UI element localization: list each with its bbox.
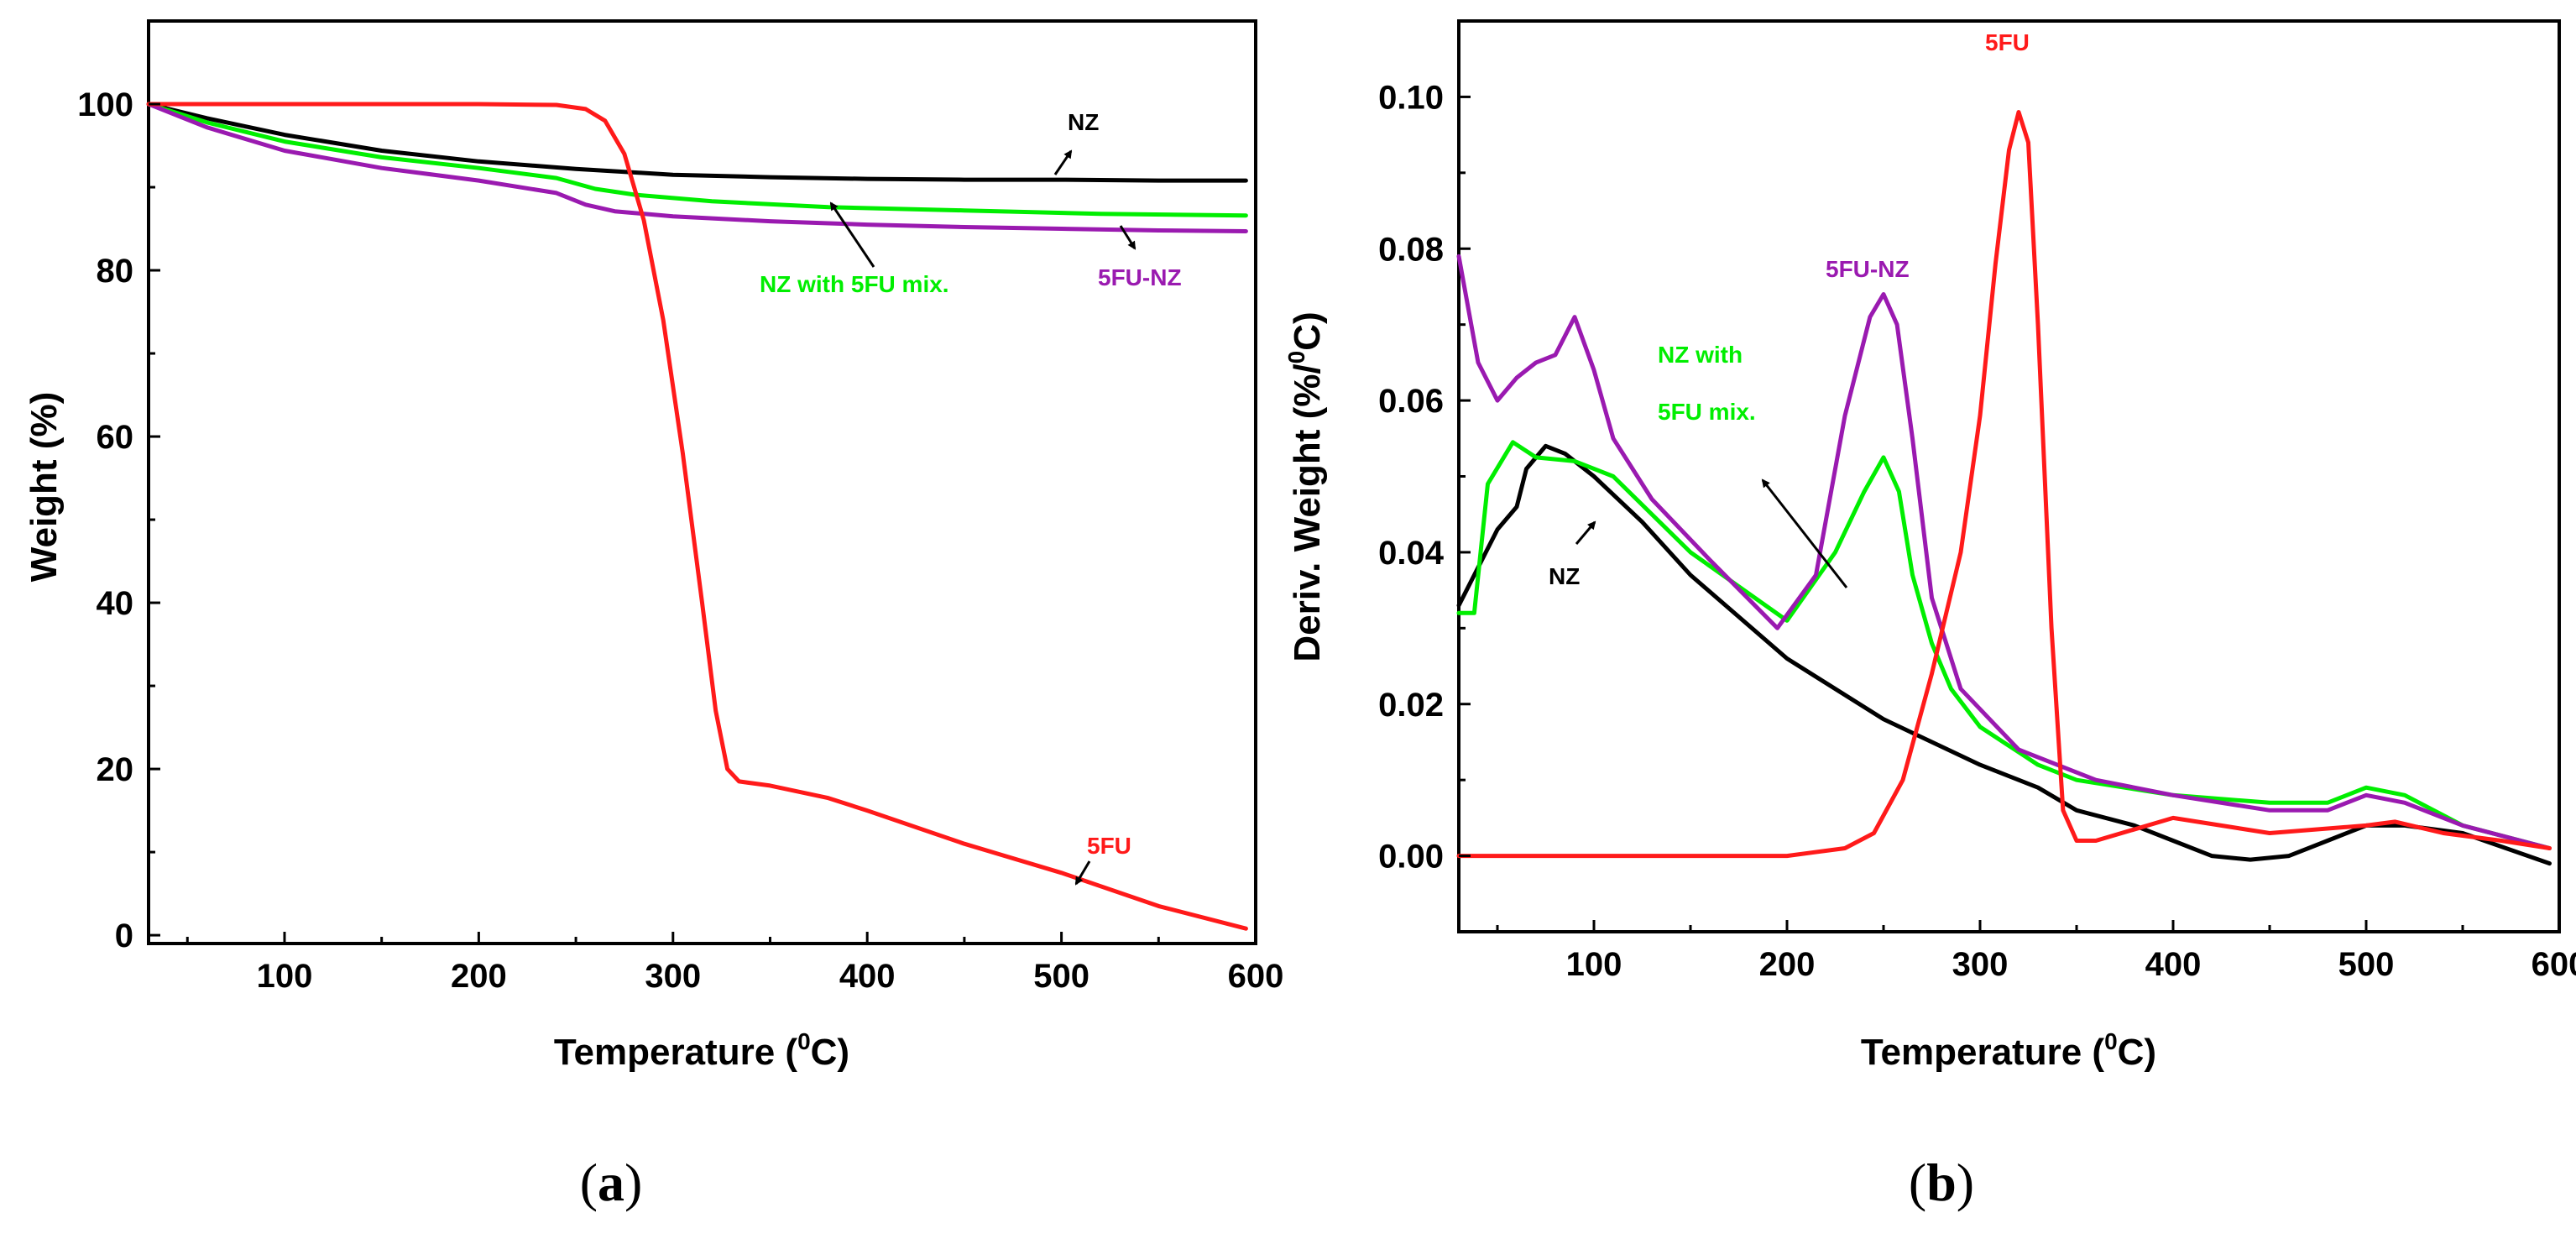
chart-a-plot-frame bbox=[147, 19, 1257, 945]
chart-a-series-5fu bbox=[146, 102, 1248, 931]
chart-a-series-5fu-nz bbox=[146, 102, 1248, 233]
chart-a-xtick-label: 600 bbox=[1228, 958, 1284, 995]
chart-b-ylabel: Deriv. Weight (%/0C) bbox=[1283, 311, 1328, 661]
chart-a-ytick-label: 100 bbox=[77, 86, 133, 123]
chart-b-xtick-label: 300 bbox=[1952, 946, 2009, 983]
chart-b-series bbox=[1456, 110, 2552, 866]
annot-b-5funz: 5FU-NZ bbox=[1826, 256, 1910, 282]
chart-a-series bbox=[146, 102, 1248, 931]
annot-b-mix-2: 5FU mix. bbox=[1658, 399, 1756, 425]
annot-a-nz-arrow bbox=[1053, 149, 1073, 175]
chart-a-xtick-label: 300 bbox=[645, 958, 701, 995]
chart-a: 100 200 300 400 500 600 0 20 40 60 80 100 Weight (%… bbox=[24, 19, 1284, 1073]
chart-b-ytick-label: 0.08 bbox=[1378, 231, 1444, 268]
chart-b-ytick-label: 0.02 bbox=[1378, 687, 1444, 724]
annot-b-mix-arrow bbox=[1761, 478, 1848, 588]
chart-b-series-nz-with-5fu-mix- bbox=[1456, 440, 2552, 850]
annot-a-mix: NZ with 5FU mix. bbox=[760, 271, 949, 297]
annot-a-5fu: 5FU bbox=[1087, 833, 1131, 859]
chart-a-xtick-label: 400 bbox=[839, 958, 896, 995]
chart-a-series-nz bbox=[146, 102, 1248, 183]
chart-a-ticks: 100 200 300 400 500 600 0 20 40 60 80 100 bbox=[77, 19, 1284, 995]
chart-a-xtick-label: 200 bbox=[451, 958, 507, 995]
chart-a-ytick-label: 0 bbox=[115, 917, 133, 954]
chart-b-xtick-label: 600 bbox=[2532, 946, 2576, 983]
chart-a-xtick-label: 500 bbox=[1033, 958, 1089, 995]
chart-a-ylabel: Weight (%) bbox=[24, 392, 65, 583]
chart-b-series-5fu-nz bbox=[1456, 254, 2552, 850]
annot-b-nz: NZ bbox=[1549, 563, 1580, 589]
chart-b-xlabel: Temperature (0C) bbox=[1861, 1028, 2156, 1073]
annot-a-mix-arrow bbox=[829, 201, 875, 268]
annot-a-5funz-arrow bbox=[1119, 225, 1136, 250]
annot-b-nz-arrow bbox=[1575, 520, 1596, 545]
chart-a-ytick-label: 20 bbox=[97, 751, 134, 788]
chart-a-xtick-label: 100 bbox=[257, 958, 313, 995]
chart-a-xlabel: Temperature (0C) bbox=[554, 1028, 849, 1073]
annot-b-mix-1: NZ with bbox=[1658, 342, 1743, 368]
chart-b-xtick-label: 200 bbox=[1759, 946, 1816, 983]
chart-b-series-nz bbox=[1456, 443, 2552, 866]
chart-a-ytick-label: 80 bbox=[97, 253, 134, 290]
panel-label-b: (b) bbox=[1909, 1153, 1974, 1212]
chart-b-ytick-label: 0.10 bbox=[1378, 79, 1444, 116]
chart-a-ytick-label: 40 bbox=[97, 585, 134, 622]
chart-b-ytick-label: 0.00 bbox=[1378, 839, 1444, 876]
annot-a-5funz: 5FU-NZ bbox=[1098, 264, 1182, 290]
annot-a-nz: NZ bbox=[1068, 109, 1099, 135]
chart-b-series-5fu bbox=[1456, 110, 2552, 859]
chart-b-xtick-label: 400 bbox=[2145, 946, 2202, 983]
chart-b-xtick-label: 100 bbox=[1566, 946, 1622, 983]
chart-a-series-nz-with-5fu-mix- bbox=[146, 102, 1248, 218]
chart-b: 100 200 300 400 500 600 0.00 0.02 0.04 0.06 0.08 0.… bbox=[1283, 19, 2576, 1073]
annot-a-5fu-arrow bbox=[1074, 860, 1091, 886]
chart-b-ytick-label: 0.06 bbox=[1378, 383, 1444, 420]
annot-b-5fu: 5FU bbox=[1985, 29, 2030, 55]
panel-label-a: (a) bbox=[580, 1153, 643, 1212]
chart-a-ytick-label: 60 bbox=[97, 419, 134, 456]
chart-b-ytick-label: 0.04 bbox=[1378, 535, 1445, 572]
chart-b-xtick-label: 500 bbox=[2338, 946, 2395, 983]
chart-b-ticks: 100 200 300 400 500 600 0.00 0.02 0.04 0.06 0.08 0.… bbox=[1378, 19, 2576, 983]
